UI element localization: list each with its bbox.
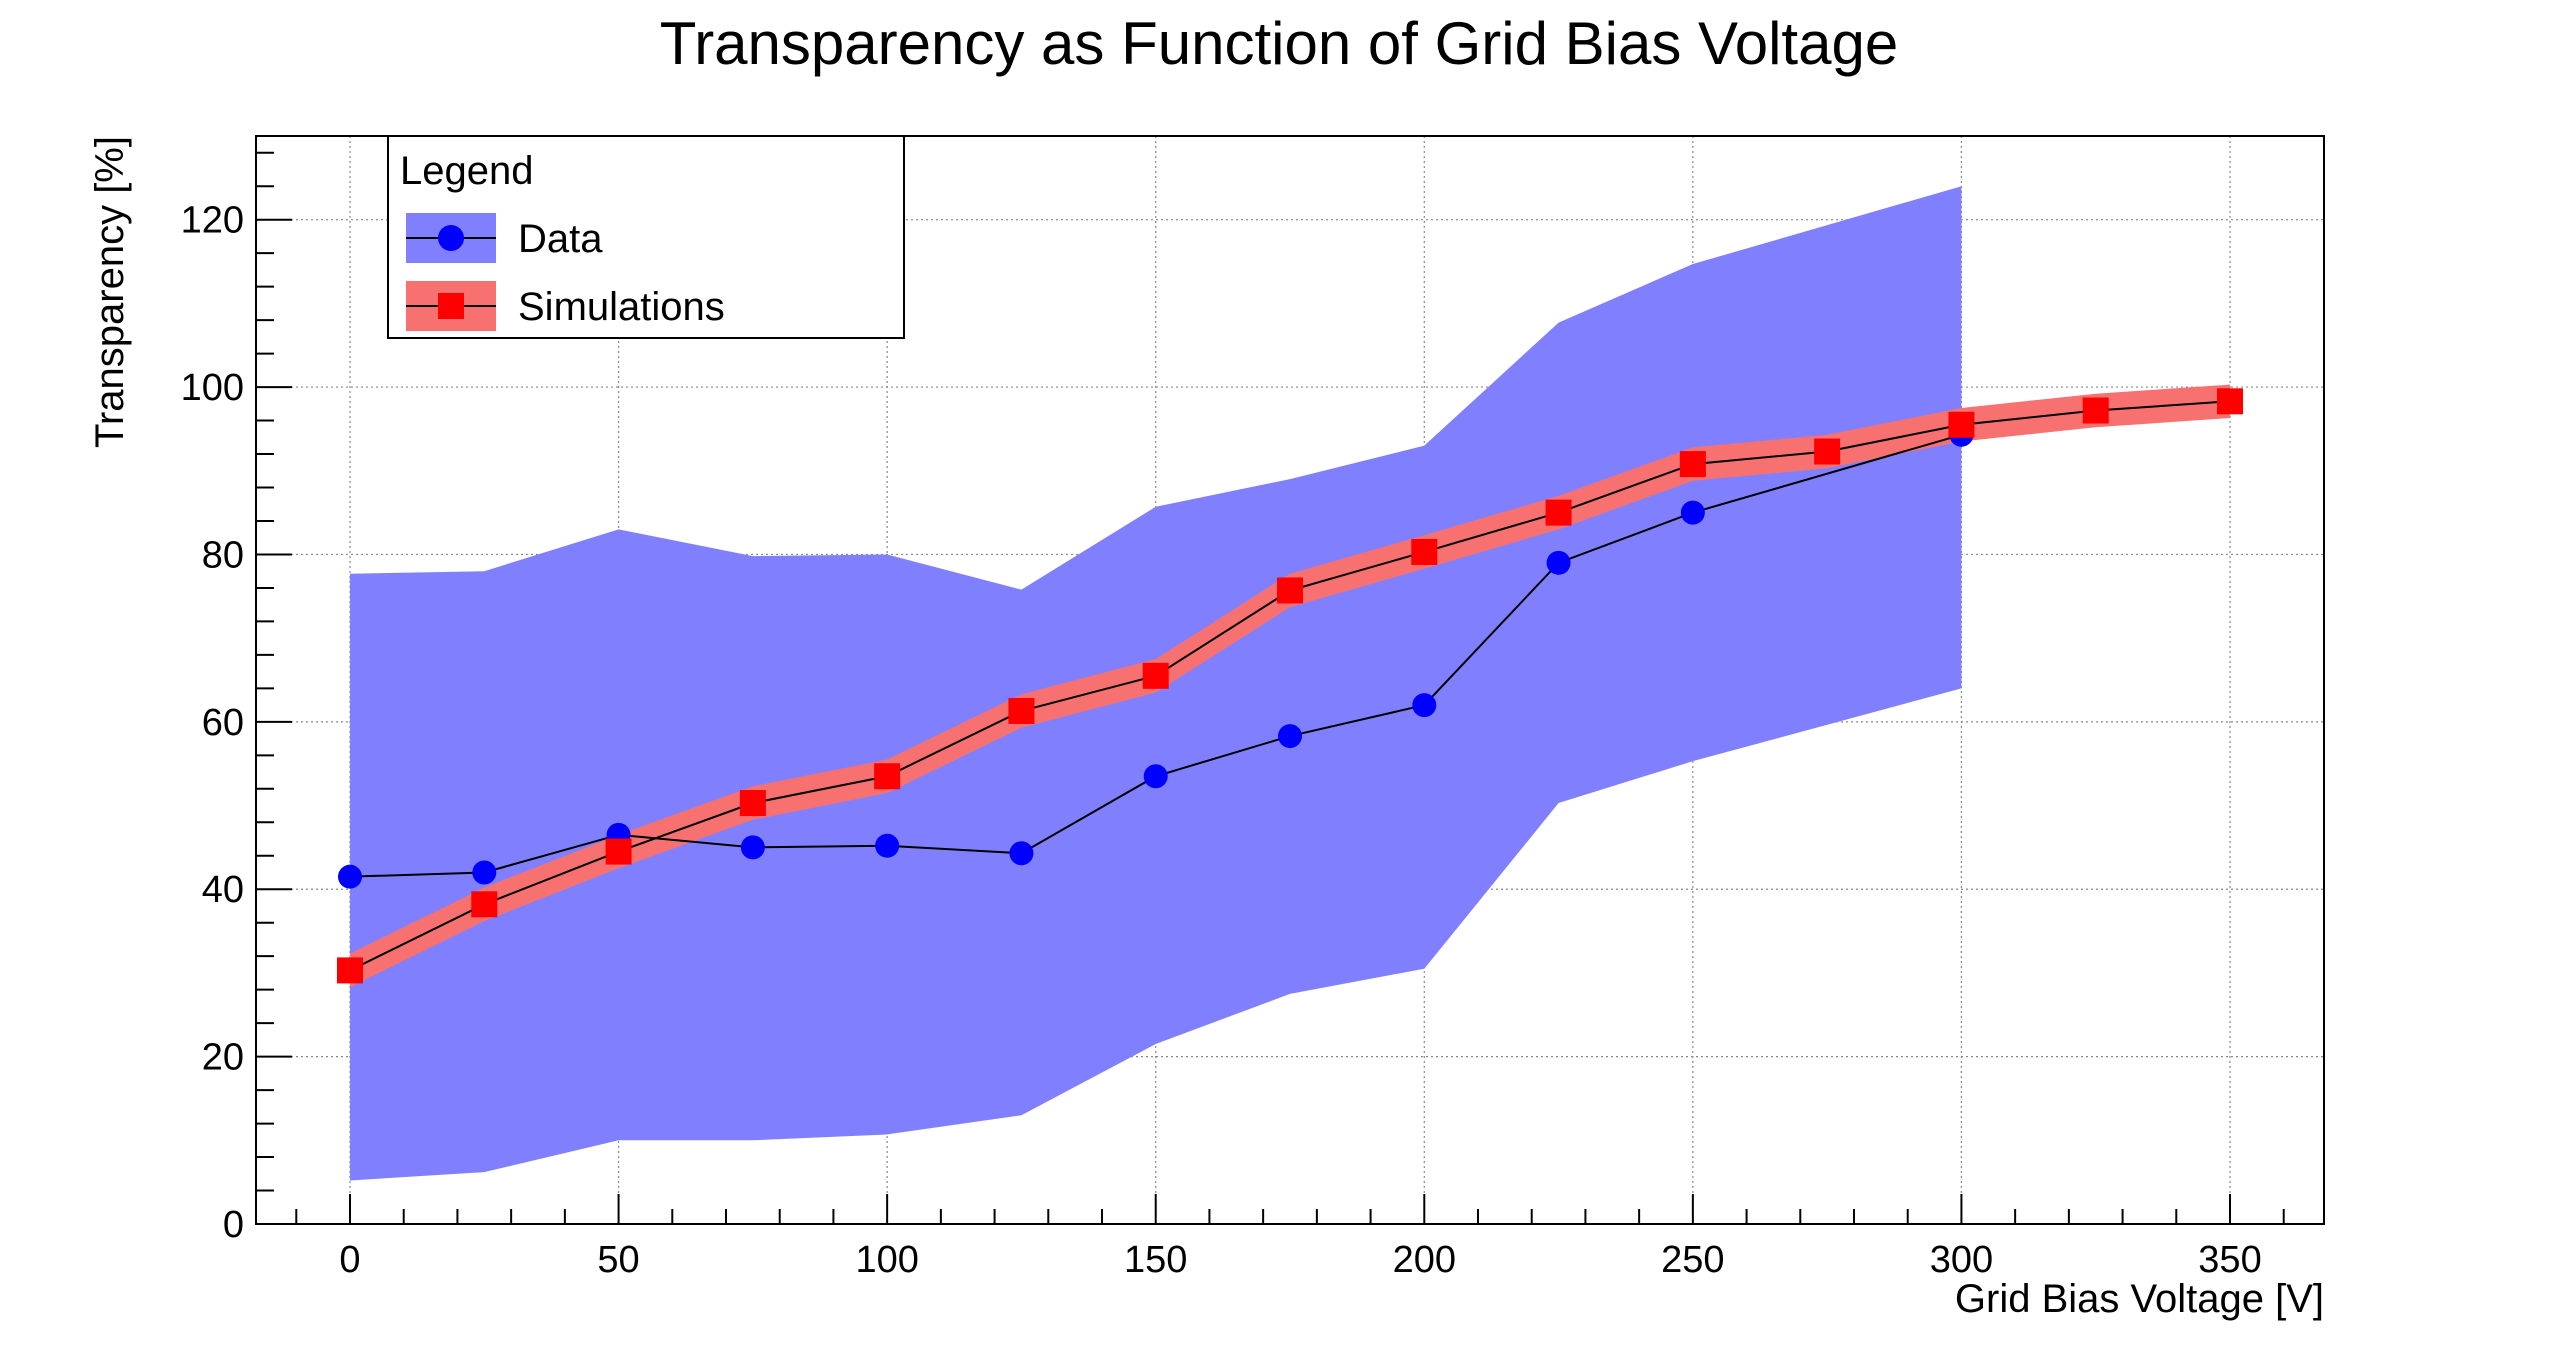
x-tick-label: 350 <box>2198 1239 2261 1281</box>
x-tick-label: 200 <box>1393 1239 1456 1281</box>
legend-simulations-label: Simulations <box>518 285 725 329</box>
tick-labels: 0 50 100 150 200 250 300 350 0 20 40 60 80 100 120 <box>181 200 2262 1281</box>
legend-data-marker <box>438 225 464 251</box>
y-tick-label: 120 <box>181 200 244 242</box>
axis-ticks <box>256 151 2285 1225</box>
legend-simulations-marker <box>438 293 464 319</box>
legend-entry-simulations: Simulations <box>406 281 725 331</box>
data-point <box>1143 764 1168 789</box>
y-tick-label: 40 <box>202 869 244 911</box>
x-tick-label: 50 <box>597 1239 639 1281</box>
data-markers <box>337 388 2243 984</box>
legend-entry-data: Data <box>406 213 603 263</box>
simulations-point <box>2082 397 2109 424</box>
simulations-point <box>1277 577 1303 604</box>
legend: Legend Data Simulations <box>387 135 905 339</box>
plot-frame <box>255 135 2325 1225</box>
y-axis-label: Transparency [%] <box>88 136 132 448</box>
legend-data-label: Data <box>518 217 603 261</box>
simulations-point <box>1411 538 1438 565</box>
y-tick-label: 100 <box>181 367 244 409</box>
y-tick-label: 20 <box>202 1037 244 1079</box>
simulations-point <box>739 790 766 817</box>
data-point <box>1412 693 1437 718</box>
data-point <box>1278 724 1302 749</box>
data-point <box>1009 841 1034 866</box>
data-point <box>1680 500 1705 525</box>
x-tick-label: 100 <box>855 1239 918 1281</box>
x-tick-label: 300 <box>1930 1239 1993 1281</box>
legend-title: Legend <box>400 149 533 193</box>
x-tick-label: 150 <box>1124 1239 1187 1281</box>
simulations-point <box>337 957 363 984</box>
y-tick-label: 80 <box>202 534 244 576</box>
x-axis-label: Grid Bias Voltage [V] <box>1955 1277 2324 1321</box>
simulations-point <box>1948 411 1975 438</box>
data-point <box>338 864 362 889</box>
data-point <box>472 860 497 885</box>
simulations-point <box>2217 388 2243 415</box>
y-tick-label: 0 <box>223 1204 244 1246</box>
data-point <box>740 835 765 860</box>
simulations-point <box>1679 451 1706 478</box>
data-point <box>875 833 900 858</box>
x-tick-label: 0 <box>339 1239 360 1281</box>
simulations-point <box>1008 697 1035 724</box>
x-tick-label: 250 <box>1661 1239 1724 1281</box>
data-point <box>1546 550 1571 575</box>
simulations-point <box>471 891 498 918</box>
simulations-point <box>1545 499 1572 526</box>
simulations-point <box>874 763 901 790</box>
data-series-line <box>349 433 1962 878</box>
simulations-point <box>1814 438 1841 465</box>
chart-title: Transparency as Function of Grid Bias Vo… <box>660 10 1898 77</box>
y-tick-label: 60 <box>202 702 244 744</box>
simulations-point <box>605 838 632 865</box>
simulations-point <box>1142 662 1169 689</box>
